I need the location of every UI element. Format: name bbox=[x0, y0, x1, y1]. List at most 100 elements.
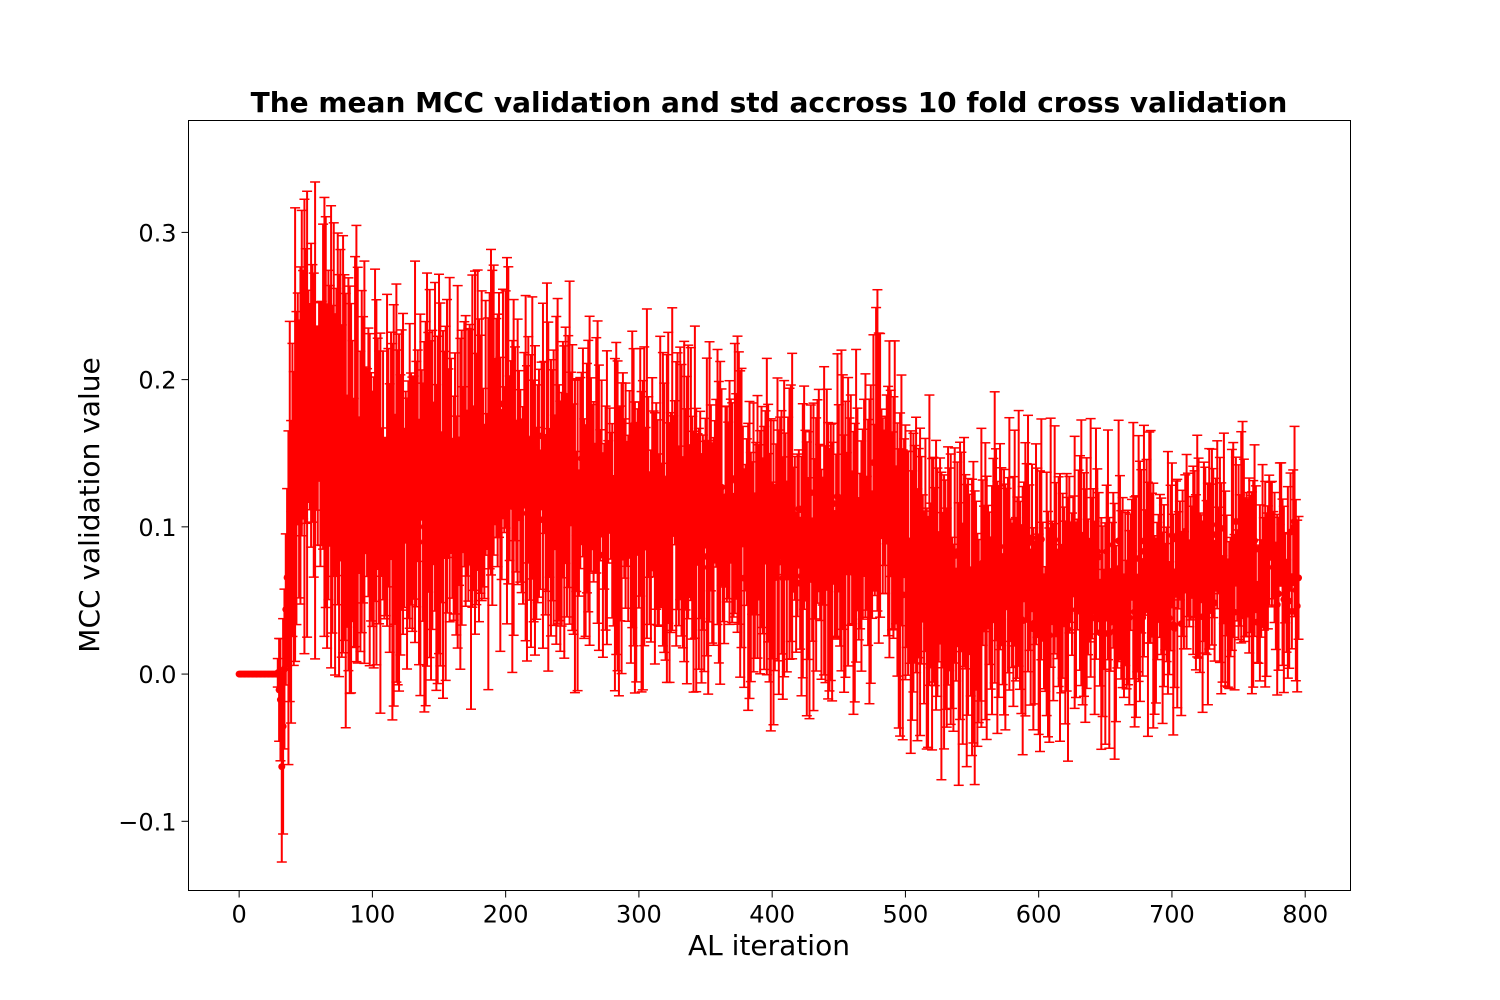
data-point bbox=[1249, 580, 1257, 588]
data-point bbox=[618, 524, 626, 532]
data-point bbox=[392, 479, 400, 487]
data-point bbox=[447, 452, 455, 460]
data-point bbox=[388, 528, 396, 536]
data-point bbox=[1125, 614, 1133, 622]
data-point bbox=[1273, 601, 1281, 609]
data-point bbox=[1179, 559, 1187, 567]
data-point bbox=[1199, 613, 1207, 621]
data-point bbox=[1051, 536, 1059, 544]
data-point bbox=[1204, 590, 1212, 598]
data-point bbox=[1083, 569, 1091, 577]
data-point bbox=[452, 522, 460, 530]
data-point bbox=[694, 495, 702, 503]
data-point bbox=[498, 491, 506, 499]
data-point bbox=[979, 559, 987, 567]
data-point bbox=[973, 636, 981, 644]
data-point bbox=[1048, 569, 1056, 577]
data-point bbox=[463, 489, 471, 497]
data-point bbox=[458, 474, 466, 482]
data-point bbox=[658, 531, 666, 539]
data-point bbox=[323, 472, 331, 480]
data-point bbox=[1115, 537, 1123, 545]
data-point bbox=[1224, 619, 1232, 627]
data-point bbox=[336, 401, 344, 409]
data-point bbox=[386, 514, 394, 522]
data-point bbox=[454, 463, 462, 471]
data-point bbox=[1064, 625, 1072, 633]
data-point bbox=[913, 611, 921, 619]
data-point bbox=[451, 479, 459, 487]
data-point bbox=[690, 558, 698, 566]
data-point bbox=[448, 514, 456, 522]
data-point bbox=[900, 504, 908, 512]
data-point bbox=[595, 504, 603, 512]
data-point bbox=[327, 433, 335, 441]
data-point bbox=[490, 406, 498, 414]
data-point bbox=[484, 500, 492, 508]
data-point bbox=[832, 541, 840, 549]
data-point bbox=[1104, 541, 1112, 549]
data-point bbox=[655, 536, 663, 544]
data-point bbox=[436, 480, 444, 488]
data-point bbox=[399, 470, 407, 478]
data-point bbox=[578, 454, 586, 462]
data-point bbox=[1196, 589, 1204, 597]
data-point bbox=[654, 518, 662, 526]
x-axis-label: AL iteration bbox=[688, 929, 850, 962]
data-point bbox=[420, 523, 428, 531]
data-point bbox=[610, 547, 618, 555]
data-point bbox=[893, 546, 901, 554]
data-point bbox=[1072, 606, 1080, 614]
data-point bbox=[1232, 518, 1240, 526]
data-point bbox=[849, 569, 857, 577]
data-point bbox=[873, 446, 881, 454]
data-point bbox=[750, 533, 758, 541]
data-point bbox=[688, 524, 696, 532]
data-point bbox=[280, 665, 288, 673]
data-point bbox=[467, 515, 475, 523]
data-point bbox=[899, 591, 907, 599]
data-point bbox=[468, 437, 476, 445]
data-point bbox=[799, 537, 807, 545]
data-point bbox=[1127, 568, 1135, 576]
data-point bbox=[955, 640, 963, 648]
data-point bbox=[1219, 615, 1227, 623]
y-tick-label: 0.2 bbox=[138, 367, 176, 395]
data-point bbox=[375, 483, 383, 491]
data-point bbox=[933, 578, 941, 586]
data-point bbox=[952, 621, 960, 629]
data-point bbox=[1109, 566, 1117, 574]
data-point bbox=[1007, 576, 1015, 584]
data-point bbox=[743, 518, 751, 526]
data-point bbox=[1091, 614, 1099, 622]
data-point bbox=[783, 573, 791, 581]
data-point bbox=[556, 522, 564, 530]
data-point bbox=[1124, 594, 1132, 602]
data-point bbox=[470, 494, 478, 502]
data-point bbox=[1201, 556, 1209, 564]
data-point bbox=[819, 537, 827, 545]
data-point bbox=[1284, 578, 1292, 586]
x-axis: 0 100 200 300 400 500 600 700 800 bbox=[231, 890, 1328, 929]
data-point bbox=[991, 533, 999, 541]
data-point bbox=[884, 507, 892, 515]
data-point bbox=[1015, 534, 1023, 542]
data-point bbox=[1288, 607, 1296, 615]
data-point bbox=[444, 459, 452, 467]
data-point bbox=[1176, 547, 1184, 555]
data-point bbox=[1275, 590, 1283, 598]
data-point bbox=[1277, 520, 1285, 528]
data-point bbox=[535, 479, 543, 487]
data-point bbox=[1215, 546, 1223, 554]
data-point bbox=[370, 518, 378, 526]
data-point bbox=[1260, 570, 1268, 578]
data-point bbox=[418, 441, 426, 449]
data-point bbox=[575, 529, 583, 537]
data-point bbox=[875, 484, 883, 492]
data-point bbox=[1148, 561, 1156, 569]
data-point bbox=[776, 484, 784, 492]
data-point bbox=[1079, 615, 1087, 623]
data-point bbox=[432, 534, 440, 542]
data-point bbox=[995, 588, 1003, 596]
